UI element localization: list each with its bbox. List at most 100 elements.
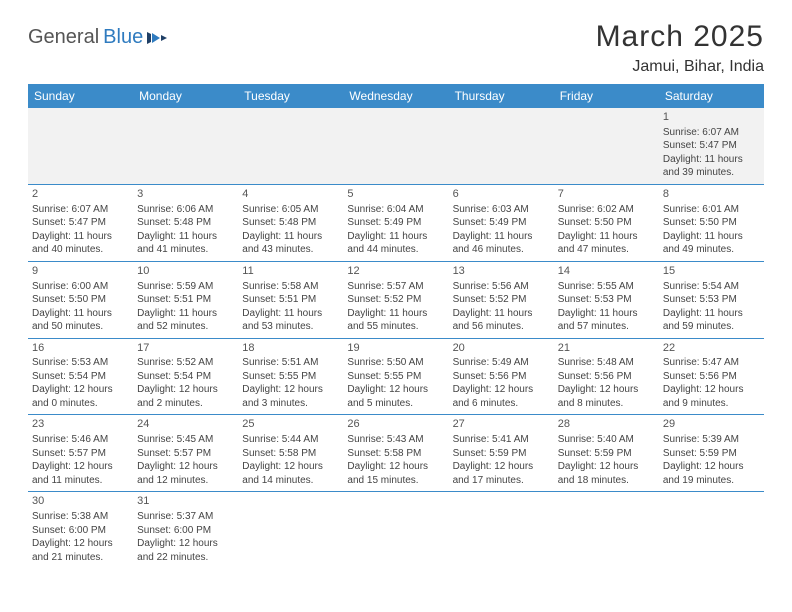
sunset-line: Sunset: 5:59 PM [453,447,550,461]
day-number: 31 [137,494,234,509]
calendar-day: 5Sunrise: 6:04 AMSunset: 5:49 PMDaylight… [343,184,448,261]
daylight-line: Daylight: 11 hours and 44 minutes. [347,230,444,257]
calendar-day: 15Sunrise: 5:54 AMSunset: 5:53 PMDayligh… [659,261,764,338]
sunset-line: Sunset: 5:50 PM [663,216,760,230]
sunrise-line: Sunrise: 5:43 AM [347,433,444,447]
weekday-header: Tuesday [238,84,343,108]
sunset-line: Sunset: 5:52 PM [347,293,444,307]
calendar-day: 31Sunrise: 5:37 AMSunset: 6:00 PMDayligh… [133,492,238,568]
day-number: 8 [663,187,760,202]
calendar-empty [28,108,133,184]
sunset-line: Sunset: 5:56 PM [453,370,550,384]
sunset-line: Sunset: 5:48 PM [137,216,234,230]
sunrise-line: Sunrise: 5:51 AM [242,356,339,370]
weekday-header: Friday [554,84,659,108]
sunset-line: Sunset: 5:50 PM [558,216,655,230]
calendar-day: 8Sunrise: 6:01 AMSunset: 5:50 PMDaylight… [659,184,764,261]
day-number: 20 [453,341,550,356]
daylight-line: Daylight: 12 hours and 22 minutes. [137,537,234,564]
sunset-line: Sunset: 5:54 PM [32,370,129,384]
calendar-row: 9Sunrise: 6:00 AMSunset: 5:50 PMDaylight… [28,261,764,338]
sunrise-line: Sunrise: 5:58 AM [242,280,339,294]
daylight-line: Daylight: 11 hours and 41 minutes. [137,230,234,257]
daylight-line: Daylight: 11 hours and 50 minutes. [32,307,129,334]
calendar-day: 6Sunrise: 6:03 AMSunset: 5:49 PMDaylight… [449,184,554,261]
sunrise-line: Sunrise: 6:03 AM [453,203,550,217]
calendar-day: 27Sunrise: 5:41 AMSunset: 5:59 PMDayligh… [449,415,554,492]
day-number: 9 [32,264,129,279]
day-number: 16 [32,341,129,356]
calendar-day: 7Sunrise: 6:02 AMSunset: 5:50 PMDaylight… [554,184,659,261]
day-number: 23 [32,417,129,432]
sunrise-line: Sunrise: 5:45 AM [137,433,234,447]
calendar-row: 2Sunrise: 6:07 AMSunset: 5:47 PMDaylight… [28,184,764,261]
day-number: 19 [347,341,444,356]
sunrise-line: Sunrise: 5:46 AM [32,433,129,447]
daylight-line: Daylight: 12 hours and 8 minutes. [558,383,655,410]
calendar-day: 1Sunrise: 6:07 AMSunset: 5:47 PMDaylight… [659,108,764,184]
day-number: 6 [453,187,550,202]
calendar-day: 2Sunrise: 6:07 AMSunset: 5:47 PMDaylight… [28,184,133,261]
sunrise-line: Sunrise: 6:02 AM [558,203,655,217]
sunrise-line: Sunrise: 6:06 AM [137,203,234,217]
day-number: 14 [558,264,655,279]
day-number: 21 [558,341,655,356]
sunset-line: Sunset: 5:51 PM [242,293,339,307]
daylight-line: Daylight: 12 hours and 9 minutes. [663,383,760,410]
calendar-empty [449,108,554,184]
calendar-empty [238,492,343,568]
sunrise-line: Sunrise: 5:59 AM [137,280,234,294]
day-number: 17 [137,341,234,356]
daylight-line: Daylight: 12 hours and 15 minutes. [347,460,444,487]
sunset-line: Sunset: 5:54 PM [137,370,234,384]
sunset-line: Sunset: 5:47 PM [663,139,760,153]
sunrise-line: Sunrise: 5:48 AM [558,356,655,370]
calendar-empty [343,492,448,568]
calendar-day: 18Sunrise: 5:51 AMSunset: 5:55 PMDayligh… [238,338,343,415]
sunset-line: Sunset: 5:58 PM [347,447,444,461]
sunrise-line: Sunrise: 5:37 AM [137,510,234,524]
sunset-line: Sunset: 5:49 PM [453,216,550,230]
calendar-empty [659,492,764,568]
sunset-line: Sunset: 5:58 PM [242,447,339,461]
sunset-line: Sunset: 5:50 PM [32,293,129,307]
calendar-day: 21Sunrise: 5:48 AMSunset: 5:56 PMDayligh… [554,338,659,415]
daylight-line: Daylight: 11 hours and 49 minutes. [663,230,760,257]
day-number: 26 [347,417,444,432]
calendar-empty [449,492,554,568]
calendar-day: 13Sunrise: 5:56 AMSunset: 5:52 PMDayligh… [449,261,554,338]
day-number: 25 [242,417,339,432]
sunset-line: Sunset: 5:57 PM [137,447,234,461]
daylight-line: Daylight: 12 hours and 18 minutes. [558,460,655,487]
day-number: 13 [453,264,550,279]
sunrise-line: Sunrise: 5:56 AM [453,280,550,294]
sunrise-line: Sunrise: 6:01 AM [663,203,760,217]
daylight-line: Daylight: 11 hours and 39 minutes. [663,153,760,180]
sunrise-line: Sunrise: 5:55 AM [558,280,655,294]
calendar-day: 20Sunrise: 5:49 AMSunset: 5:56 PMDayligh… [449,338,554,415]
daylight-line: Daylight: 11 hours and 40 minutes. [32,230,129,257]
day-number: 29 [663,417,760,432]
day-number: 7 [558,187,655,202]
header: GeneralBlue March 2025 Jamui, Bihar, Ind… [28,20,764,76]
calendar-day: 19Sunrise: 5:50 AMSunset: 5:55 PMDayligh… [343,338,448,415]
sunset-line: Sunset: 5:51 PM [137,293,234,307]
sunrise-line: Sunrise: 6:07 AM [663,126,760,140]
calendar-day: 12Sunrise: 5:57 AMSunset: 5:52 PMDayligh… [343,261,448,338]
weekday-header: Saturday [659,84,764,108]
sunset-line: Sunset: 5:56 PM [558,370,655,384]
day-number: 3 [137,187,234,202]
sunset-line: Sunset: 5:56 PM [663,370,760,384]
sunrise-line: Sunrise: 5:39 AM [663,433,760,447]
sunrise-line: Sunrise: 5:50 AM [347,356,444,370]
daylight-line: Daylight: 12 hours and 6 minutes. [453,383,550,410]
sunrise-line: Sunrise: 6:04 AM [347,203,444,217]
weekday-header: Sunday [28,84,133,108]
sunset-line: Sunset: 5:49 PM [347,216,444,230]
day-number: 18 [242,341,339,356]
sunset-line: Sunset: 6:00 PM [137,524,234,538]
sunrise-line: Sunrise: 5:44 AM [242,433,339,447]
calendar-day: 10Sunrise: 5:59 AMSunset: 5:51 PMDayligh… [133,261,238,338]
daylight-line: Daylight: 12 hours and 0 minutes. [32,383,129,410]
title-block: March 2025 Jamui, Bihar, India [596,20,764,76]
